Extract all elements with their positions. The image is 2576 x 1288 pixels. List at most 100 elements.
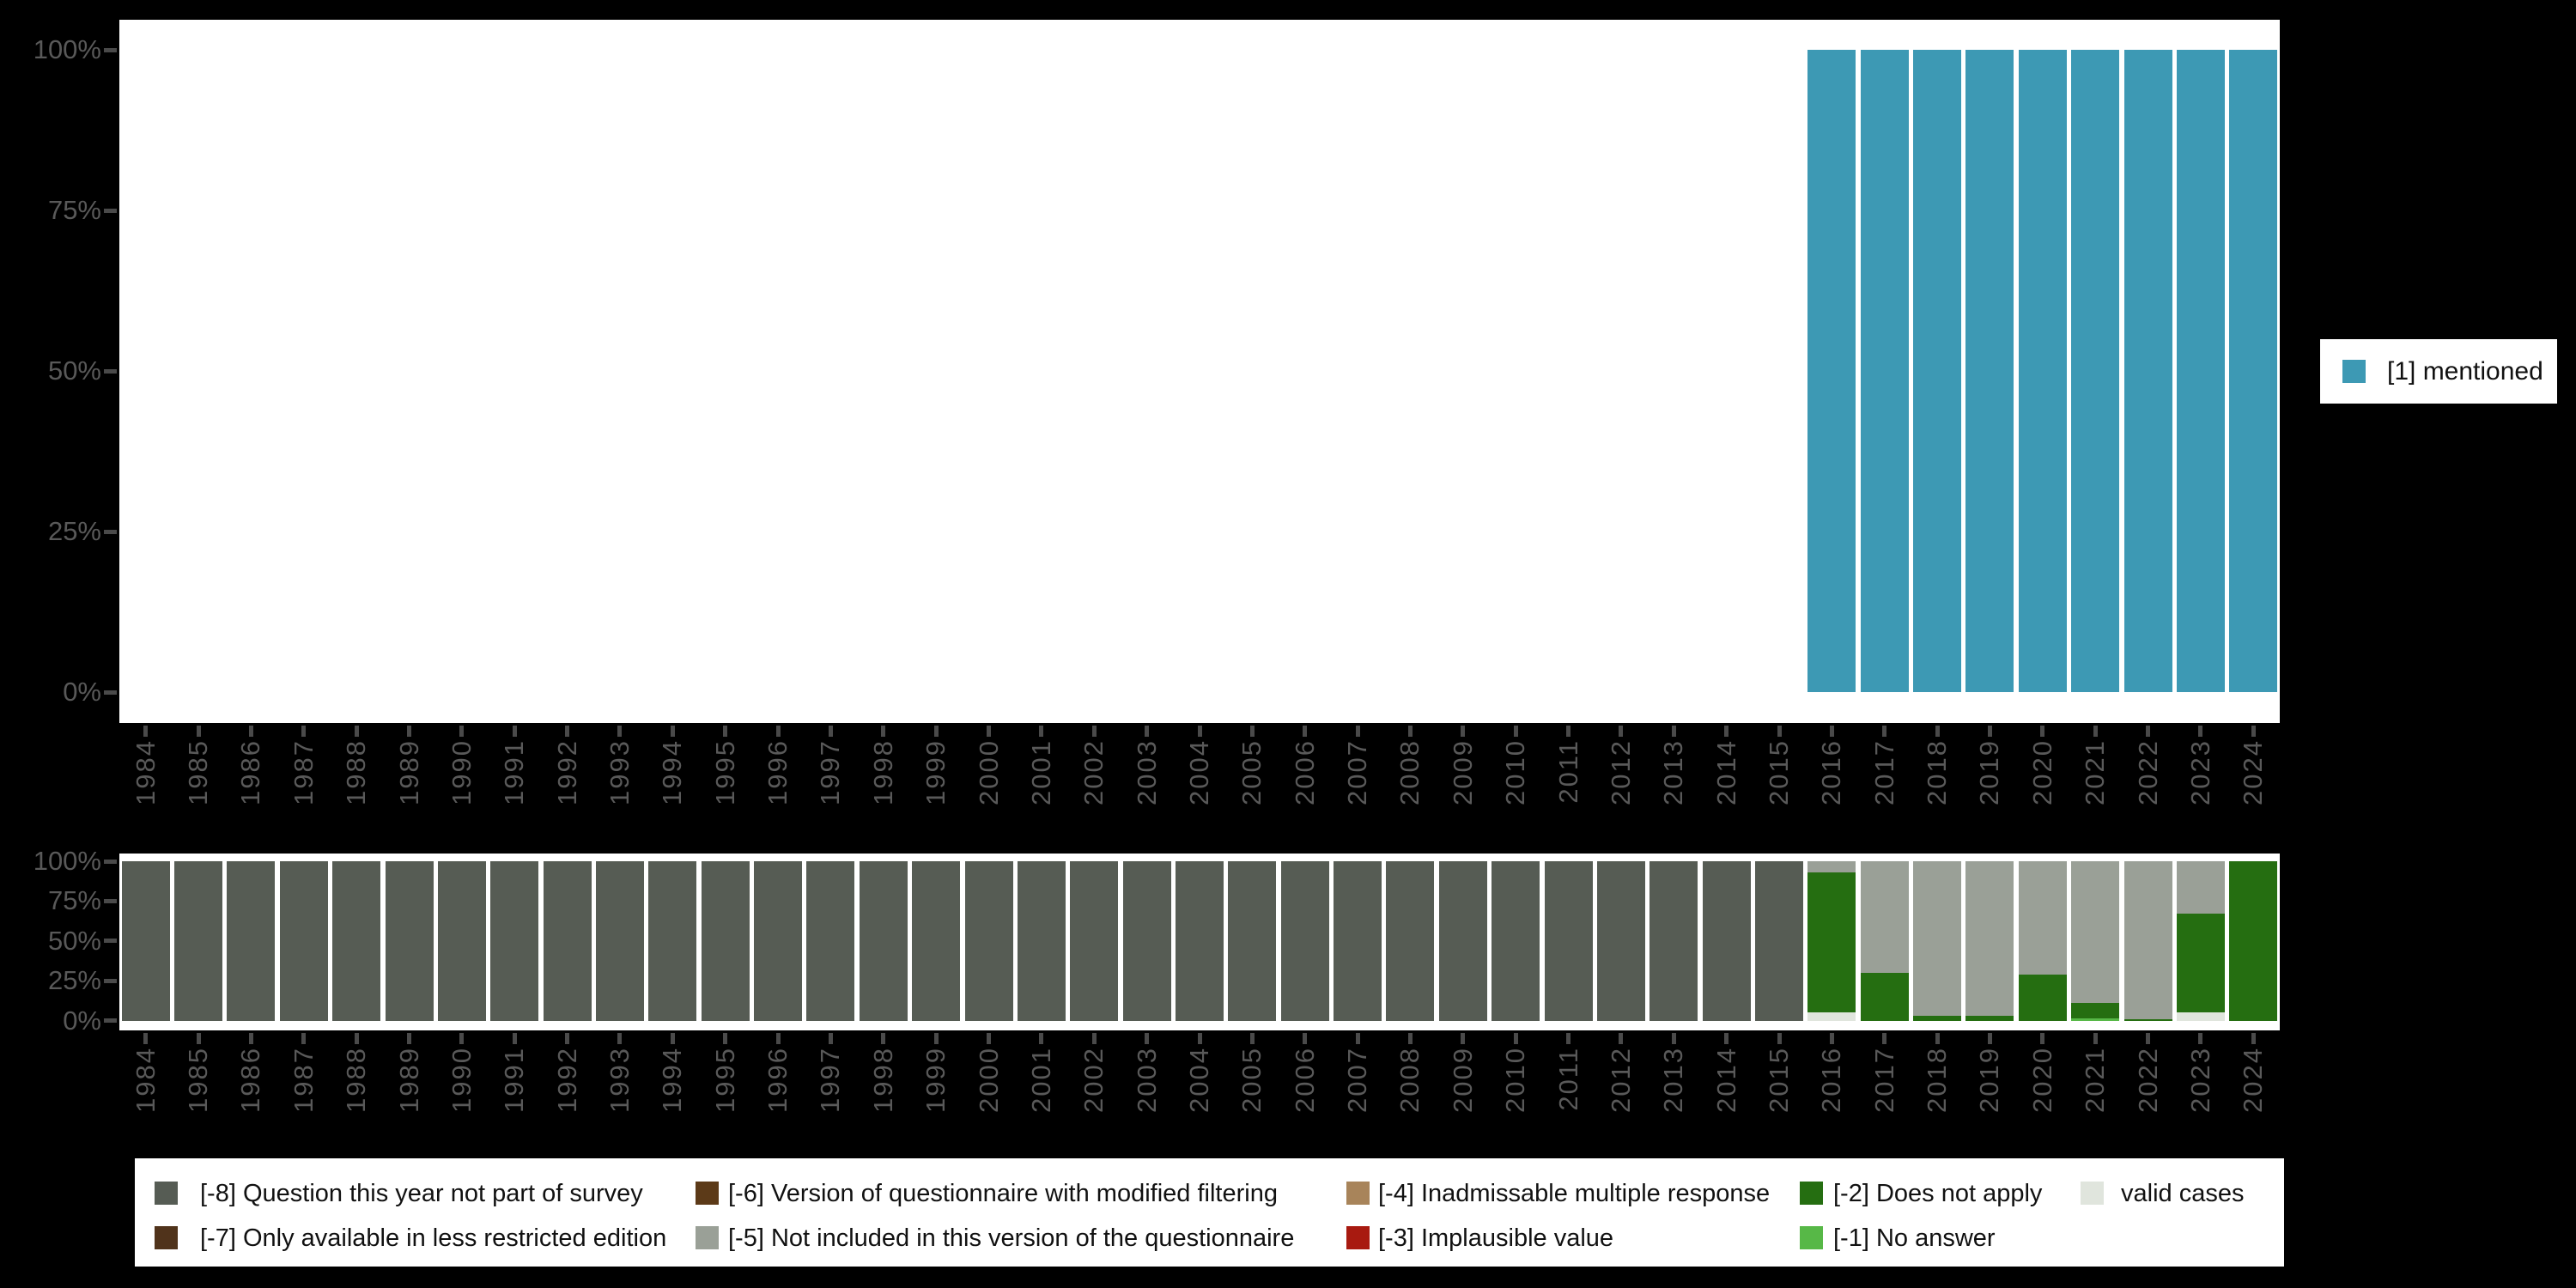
mentioned-chart-y-tick-label: 25% xyxy=(47,516,101,546)
mentioned-chart-year-label: 2021 xyxy=(2080,739,2111,805)
missing-chart-year-label: 2007 xyxy=(1342,1047,1373,1113)
missing-chart-x-tick-label: 2005 xyxy=(1236,1047,1267,1113)
missing-chart-x-tick-label: 2010 xyxy=(1500,1047,1531,1113)
mentioned-chart-year-label: 2024 xyxy=(2238,739,2269,805)
missing-chart-year-label: 2000 xyxy=(973,1047,1004,1113)
missing-seg-2017--2 xyxy=(1860,972,1909,1021)
mentioned-chart-year-label: 2015 xyxy=(1764,739,1795,805)
mentioned-chart-x-tick-label: 2014 xyxy=(1711,739,1742,805)
mentioned-chart-year-label: 1999 xyxy=(920,739,951,805)
missing-chart-year-label: 1995 xyxy=(709,1047,740,1113)
mentioned-chart-x-tick-label: 1996 xyxy=(762,739,793,805)
missing-chart-x-tick-mark xyxy=(301,1033,307,1044)
legend-label--4: [-4] Inadmissable multiple response xyxy=(1378,1180,1771,1207)
missing-chart-x-tick-label: 2003 xyxy=(1132,1047,1163,1113)
mentioned-chart-year-label: 1988 xyxy=(341,739,372,805)
mentioned-chart-x-tick-mark xyxy=(1407,726,1413,737)
mentioned-chart-x-tick-mark xyxy=(723,726,728,737)
missing-chart-y-tick-mark xyxy=(104,978,117,983)
mentioned-chart-y-tick-mark xyxy=(104,368,117,374)
missing-chart-x-tick-label: 1997 xyxy=(815,1047,846,1113)
mentioned-chart-x-tick-label: 2019 xyxy=(1974,739,2005,805)
missing-chart-year-label: 2014 xyxy=(1710,1047,1741,1113)
mentioned-chart-year-label: 1994 xyxy=(657,739,688,805)
missing-seg-1993--8 xyxy=(595,861,644,1021)
mentioned-chart-x-tick-mark xyxy=(1513,726,1518,737)
missing-chart-x-tick-label: 2000 xyxy=(974,1047,1005,1113)
missing-chart-x-tick-mark xyxy=(2198,1033,2203,1044)
legend-swatch--5 xyxy=(696,1226,719,1249)
missing-seg-1998--8 xyxy=(859,861,908,1021)
mentioned-chart-year-label: 2006 xyxy=(1289,739,1320,805)
missing-chart-x-tick-mark xyxy=(1407,1033,1413,1044)
missing-chart-x-tick-mark xyxy=(1777,1033,1782,1044)
missing-seg-1996--8 xyxy=(754,861,803,1021)
missing-chart-x-tick-label: 2018 xyxy=(1922,1047,1953,1113)
mentioned-chart-year-label: 2013 xyxy=(1658,739,1689,805)
missing-seg-2019--2 xyxy=(1965,1016,2014,1021)
missing-chart-year-label: 2004 xyxy=(1184,1047,1214,1113)
missing-chart-year-label: 2006 xyxy=(1289,1047,1320,1113)
missing-chart-x-tick-mark xyxy=(248,1033,253,1044)
missing-chart-y-tick-label: 25% xyxy=(47,965,101,996)
missing-chart-x-tick-mark xyxy=(1513,1033,1518,1044)
mentioned-chart-x-tick-label: 2005 xyxy=(1236,739,1267,805)
mentioned-chart-x-tick-label: 2017 xyxy=(1869,739,1900,805)
mentioned-chart-year-label: 2014 xyxy=(1710,739,1741,805)
missing-chart-year-label: 1999 xyxy=(920,1047,951,1113)
missing-chart-y-tick-mark xyxy=(104,898,117,903)
missing-chart-year-label: 1994 xyxy=(657,1047,688,1113)
missing-seg-2004--8 xyxy=(1176,861,1224,1021)
missing-chart-x-tick-mark xyxy=(1619,1033,1624,1044)
mentioned-chart-x-tick-label: 1985 xyxy=(183,739,214,805)
mentioned-chart-x-tick-label: 1984 xyxy=(131,739,161,805)
mentioned-chart-year-label: 2004 xyxy=(1184,739,1214,805)
mentioned-chart-year-label: 2020 xyxy=(2026,739,2057,805)
missing-chart-x-tick-mark xyxy=(1882,1033,1887,1044)
missing-seg-2008--8 xyxy=(1386,861,1435,1021)
mentioned-chart-x-tick-label: 1993 xyxy=(605,739,635,805)
missing-seg-2016--2 xyxy=(1807,872,1856,1013)
missing-chart-year-label: 1985 xyxy=(183,1047,214,1113)
legend-label--2: [-2] Does not apply xyxy=(1833,1180,2043,1207)
mentioned-chart-plot xyxy=(119,20,2280,723)
mentioned-chart-x-tick-mark xyxy=(1461,726,1466,737)
mentioned-chart-year-label: 1987 xyxy=(288,739,319,805)
mentioned-chart-year-label: 1997 xyxy=(815,739,846,805)
missing-chart-year-label: 2018 xyxy=(1922,1047,1953,1113)
missing-chart-x-tick-label: 1987 xyxy=(289,1047,319,1113)
missing-chart-year-label: 1989 xyxy=(393,1047,424,1113)
missing-chart-year-label: 2003 xyxy=(1131,1047,1162,1113)
missing-chart-x-tick-mark xyxy=(1829,1033,1834,1044)
mentioned-chart-x-tick-mark xyxy=(1619,726,1624,737)
mentioned-chart-x-tick-mark xyxy=(407,726,411,737)
legend-swatch--3 xyxy=(1346,1226,1370,1249)
missing-chart-x-tick-mark xyxy=(775,1033,781,1044)
missing-chart-y-tick-label: 100% xyxy=(33,846,101,876)
mentioned-chart-x-tick-mark xyxy=(775,726,781,737)
missing-chart-x-tick-mark xyxy=(196,1033,201,1044)
mentioned-chart-x-tick-label: 2001 xyxy=(1026,739,1057,805)
missing-seg-2001--8 xyxy=(1017,861,1066,1021)
missing-chart-year-label: 2009 xyxy=(1447,1047,1478,1113)
mentioned-chart-x-tick-mark xyxy=(1249,726,1255,737)
missing-seg-2017--5 xyxy=(1860,861,1909,973)
missing-seg-2021--1 xyxy=(2071,1018,2120,1021)
missing-chart-year-label: 2021 xyxy=(2080,1047,2111,1113)
mentioned-chart-year-label: 2019 xyxy=(1974,739,2005,805)
missing-chart-year-label: 1990 xyxy=(446,1047,477,1113)
mentioned-chart-x-tick-label: 2023 xyxy=(2185,739,2216,805)
mentioned-chart-year-label: 1992 xyxy=(551,739,582,805)
mentioned-chart-x-tick-mark xyxy=(1829,726,1834,737)
missing-seg-1989--8 xyxy=(385,861,434,1021)
missing-seg-1990--8 xyxy=(437,861,486,1021)
mentioned-chart-year-label: 1993 xyxy=(604,739,635,805)
missing-seg-1985--8 xyxy=(174,861,223,1021)
missing-chart-x-tick-label: 1986 xyxy=(235,1047,266,1113)
missing-chart-x-tick-label: 2014 xyxy=(1711,1047,1742,1113)
missing-chart-year-label: 2005 xyxy=(1236,1047,1267,1113)
mentioned-chart-year-label: 2007 xyxy=(1342,739,1373,805)
missing-chart-x-tick-mark xyxy=(828,1033,833,1044)
missing-chart-x-tick-mark xyxy=(1987,1033,1992,1044)
mentioned-chart-x-tick-mark xyxy=(1671,726,1676,737)
